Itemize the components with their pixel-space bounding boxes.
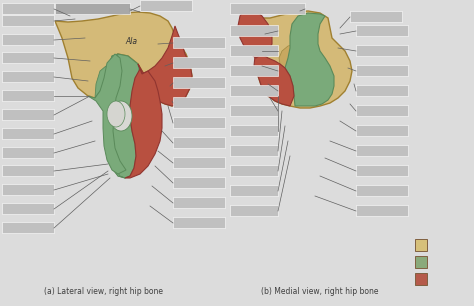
Polygon shape bbox=[55, 12, 192, 106]
Bar bbox=[2, 203, 54, 214]
Bar bbox=[230, 45, 278, 56]
Bar bbox=[2, 90, 54, 101]
Polygon shape bbox=[238, 8, 272, 58]
Bar bbox=[230, 105, 278, 116]
Polygon shape bbox=[125, 69, 162, 178]
Bar bbox=[2, 128, 54, 139]
Bar bbox=[230, 25, 278, 36]
Bar bbox=[230, 3, 305, 14]
Bar bbox=[173, 97, 225, 108]
Bar bbox=[230, 205, 278, 216]
Bar bbox=[356, 85, 408, 96]
Bar bbox=[173, 37, 225, 48]
Bar bbox=[230, 65, 278, 76]
Bar bbox=[2, 52, 54, 63]
Bar bbox=[173, 217, 225, 228]
Polygon shape bbox=[279, 44, 316, 72]
Bar bbox=[173, 137, 225, 148]
Ellipse shape bbox=[107, 101, 125, 127]
Bar bbox=[356, 145, 408, 156]
Bar bbox=[2, 222, 54, 233]
Bar bbox=[350, 11, 402, 22]
Bar bbox=[356, 205, 408, 216]
Bar bbox=[2, 3, 54, 14]
Bar bbox=[356, 25, 408, 36]
Polygon shape bbox=[256, 11, 352, 108]
Polygon shape bbox=[138, 26, 192, 106]
Bar bbox=[55, 3, 130, 14]
Bar bbox=[356, 165, 408, 176]
Bar bbox=[173, 77, 225, 88]
Bar bbox=[2, 147, 54, 158]
Bar bbox=[230, 125, 278, 136]
Polygon shape bbox=[95, 54, 125, 178]
Bar bbox=[2, 71, 54, 82]
Polygon shape bbox=[88, 54, 126, 174]
Bar bbox=[173, 157, 225, 168]
Bar bbox=[230, 185, 278, 196]
Bar bbox=[356, 45, 408, 56]
Bar bbox=[2, 34, 54, 45]
Bar bbox=[2, 109, 54, 120]
Bar bbox=[173, 117, 225, 128]
Bar bbox=[140, 0, 192, 11]
Polygon shape bbox=[95, 54, 140, 178]
Text: (b) Medial view, right hip bone: (b) Medial view, right hip bone bbox=[261, 287, 379, 296]
Bar bbox=[356, 65, 408, 76]
Text: (a) Lateral view, right hip bone: (a) Lateral view, right hip bone bbox=[44, 287, 163, 296]
Bar bbox=[415, 273, 427, 285]
Bar bbox=[2, 184, 54, 195]
Bar bbox=[415, 239, 427, 251]
Bar bbox=[230, 145, 278, 156]
Ellipse shape bbox=[110, 101, 132, 131]
Bar bbox=[173, 197, 225, 208]
Bar bbox=[173, 177, 225, 188]
Bar bbox=[2, 15, 54, 26]
Polygon shape bbox=[285, 13, 334, 106]
Polygon shape bbox=[254, 46, 294, 106]
Bar bbox=[230, 165, 278, 176]
Bar bbox=[173, 57, 225, 68]
Bar bbox=[230, 85, 278, 96]
Bar bbox=[356, 185, 408, 196]
Bar bbox=[2, 165, 54, 176]
Bar bbox=[356, 125, 408, 136]
Bar bbox=[415, 256, 427, 268]
Text: Ala: Ala bbox=[125, 37, 137, 46]
Bar bbox=[356, 105, 408, 116]
